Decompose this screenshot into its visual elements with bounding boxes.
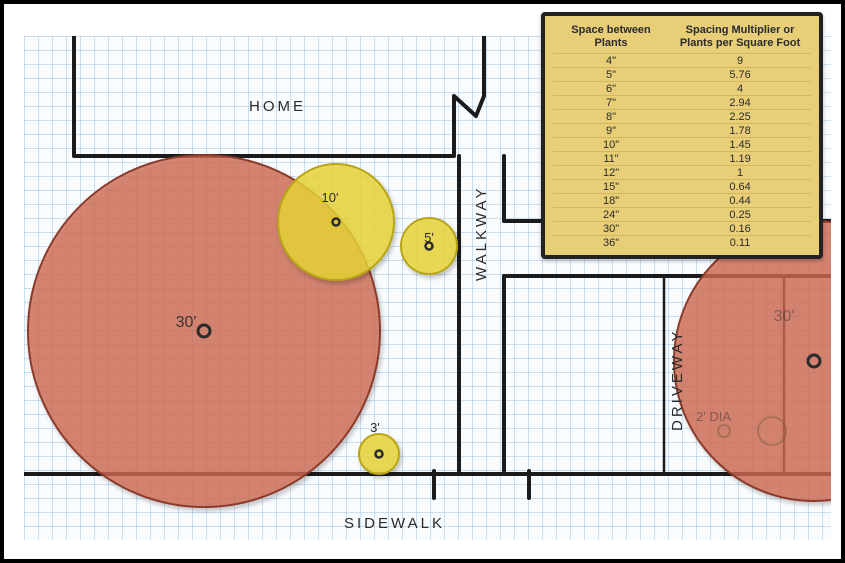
spacing-cell-mult: 0.44: [669, 194, 811, 208]
sidewalk-label: SIDEWALK: [344, 515, 445, 532]
spacing-table-panel: Space between Plants Spacing Multiplier …: [541, 12, 823, 259]
home-label: HOME: [249, 98, 306, 115]
shrub-5ft: [401, 218, 457, 274]
spacing-cell-mult: 1: [669, 166, 811, 180]
spacing-cell-mult: 2.25: [669, 110, 811, 124]
spacing-table-body: 4"95"5.766"47"2.948"2.259"1.7810"1.4511"…: [553, 54, 811, 250]
spacing-row: 36"0.11: [553, 236, 811, 250]
spacing-cell-mult: 0.16: [669, 222, 811, 236]
spacing-cell-mult: 2.94: [669, 96, 811, 110]
spacing-cell-space: 36": [553, 236, 669, 250]
spacing-cell-mult: 0.11: [669, 236, 811, 250]
spacing-row: 4"9: [553, 54, 811, 68]
spacing-cell-mult: 4: [669, 82, 811, 96]
spacing-cell-space: 5": [553, 68, 669, 82]
spacing-cell-space: 6": [553, 82, 669, 96]
tree-30ft-left-label: 30': [176, 314, 197, 331]
shrub-3ft-label: 3': [370, 420, 380, 435]
spacing-cell-mult: 0.64: [669, 180, 811, 194]
mark-b-label: 2' DIA: [696, 409, 731, 424]
shrub-10ft-label: 10': [322, 190, 339, 205]
spacing-cell-mult: 1.78: [669, 124, 811, 138]
shrub-10ft: [278, 164, 394, 280]
spacing-row: 18"0.44: [553, 194, 811, 208]
spacing-row: 15"0.64: [553, 180, 811, 194]
spacing-cell-space: 18": [553, 194, 669, 208]
spacing-cell-space: 10": [553, 138, 669, 152]
spacing-row: 8"2.25: [553, 110, 811, 124]
spacing-cell-space: 7": [553, 96, 669, 110]
spacing-cell-mult: 1.45: [669, 138, 811, 152]
driveway-label: DRIVEWAY: [669, 329, 686, 431]
spacing-row: 9"1.78: [553, 124, 811, 138]
tree-30ft-right-label: 30': [774, 308, 795, 325]
shrub-5ft-label: 5': [424, 230, 434, 245]
spacing-table: Space between Plants Spacing Multiplier …: [553, 22, 811, 249]
spacing-row: 5"5.76: [553, 68, 811, 82]
home-outline: [74, 36, 484, 156]
spacing-cell-space: 9": [553, 124, 669, 138]
outer-frame: 30' 30' 10' 5' 3' 2' DIA HOME SIDEWALK WALK…: [0, 0, 845, 563]
spacing-header-b: Spacing Multiplier or Plants per Square …: [669, 22, 811, 54]
spacing-cell-space: 11": [553, 152, 669, 166]
spacing-cell-mult: 0.25: [669, 208, 811, 222]
spacing-cell-space: 8": [553, 110, 669, 124]
shrub-3ft: [359, 434, 399, 474]
spacing-row: 6"4: [553, 82, 811, 96]
spacing-row: 12"1: [553, 166, 811, 180]
spacing-cell-space: 24": [553, 208, 669, 222]
spacing-cell-space: 30": [553, 222, 669, 236]
spacing-cell-space: 15": [553, 180, 669, 194]
spacing-row: 30"0.16: [553, 222, 811, 236]
spacing-row: 24"0.25: [553, 208, 811, 222]
spacing-cell-space: 4": [553, 54, 669, 68]
spacing-cell-mult: 5.76: [669, 68, 811, 82]
spacing-header-a: Space between Plants: [553, 22, 669, 54]
spacing-row: 10"1.45: [553, 138, 811, 152]
spacing-cell-mult: 9: [669, 54, 811, 68]
spacing-cell-space: 12": [553, 166, 669, 180]
spacing-row: 11"1.19: [553, 152, 811, 166]
walkway-label: WALKWAY: [473, 186, 490, 281]
spacing-row: 7"2.94: [553, 96, 811, 110]
spacing-cell-mult: 1.19: [669, 152, 811, 166]
